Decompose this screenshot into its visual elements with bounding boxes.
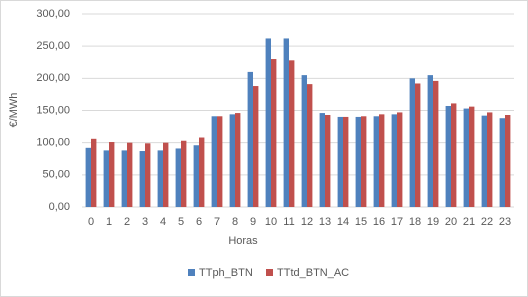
x-tick-label: 19 [427,216,439,228]
bar [397,112,403,207]
x-axis-title: Horas [228,235,258,247]
bar [337,116,343,207]
bar [361,116,367,207]
x-tick-label: 8 [232,216,238,228]
y-tick-label: 300,00 [36,8,70,20]
bar [469,106,475,207]
bar [325,115,331,207]
bar [181,140,187,207]
x-tick-label: 15 [355,216,367,228]
x-tick-label: 4 [160,216,166,228]
bar [373,116,379,207]
x-tick-label: 10 [265,216,277,228]
bar [247,71,253,208]
bar [463,108,469,207]
x-tick-label: 16 [373,216,385,228]
bar [427,75,433,207]
bar [139,151,145,207]
bar [487,112,493,207]
x-tick-label: 21 [463,216,475,228]
bar [103,150,109,207]
bar [229,114,235,207]
x-tick-label: 18 [409,216,421,228]
x-tick-label: 12 [301,216,313,228]
bar [355,116,361,207]
bar [283,38,289,207]
x-tick-label: 6 [196,216,202,228]
bar [451,103,457,207]
x-tick-label: 22 [481,216,493,228]
bar [91,138,97,207]
bar [235,113,241,207]
bar [109,142,115,207]
bar [481,115,487,207]
bar [415,83,421,207]
x-tick-label: 11 [283,216,294,228]
bar [121,150,127,207]
x-tick-label: 5 [178,216,184,228]
y-tick-label: 0,00 [49,201,70,213]
y-tick-label: 200,00 [36,72,70,84]
x-tick-label: 2 [124,216,130,228]
x-tick-label: 7 [214,216,220,228]
bar [391,114,397,207]
y-tick-label: 100,00 [36,137,70,149]
bar [175,148,181,207]
x-tick-label: 14 [337,216,349,228]
bar [505,115,511,207]
bar [301,75,307,207]
bar [193,145,199,207]
bar [127,142,133,207]
bar [343,116,349,207]
y-tick-label: 50,00 [42,169,70,181]
x-tick-label: 1 [106,216,112,228]
bar [433,80,439,207]
bar [253,86,259,207]
bar [199,137,205,207]
bar [319,113,325,207]
x-tick-label: 0 [88,216,94,228]
y-tick-label: 250,00 [36,40,70,52]
bar [145,143,151,207]
legend-label: TTph_BTN [199,267,253,279]
bar [271,59,277,208]
legend-swatch [188,269,195,276]
y-axis-title: €/MWh [8,93,20,128]
x-tick-label: 17 [391,216,403,228]
bar [409,78,415,207]
bar [499,118,505,207]
x-tick-label: 20 [445,216,457,228]
x-tick-label: 3 [142,216,148,228]
bar [85,147,91,207]
bar [265,38,271,207]
bar [289,60,295,207]
legend-label: TTtd_BTN_AC [277,267,349,279]
bar [307,84,313,207]
bar [163,142,169,207]
legend-swatch [266,269,273,276]
bar [217,116,223,207]
x-tick-label: 13 [319,216,331,228]
x-tick-label: 23 [499,216,511,228]
bar [211,116,217,207]
bar [445,105,451,207]
x-tick-label: 9 [250,216,256,228]
bar [157,150,163,207]
bar [379,114,385,207]
y-tick-label: 150,00 [36,104,70,116]
